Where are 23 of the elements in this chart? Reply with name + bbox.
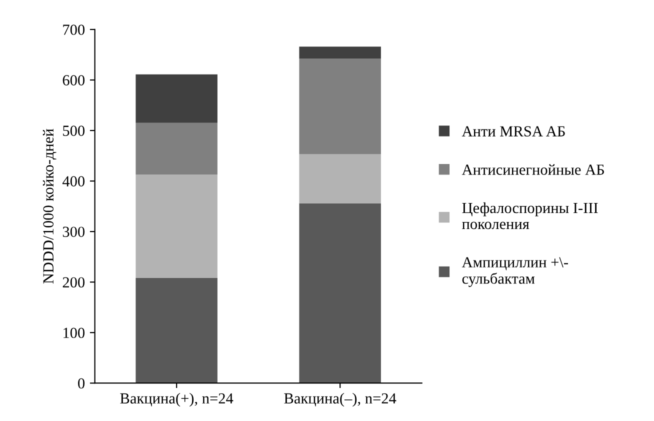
bar (299, 203, 381, 384)
legend-label: Антисинегнойные АБ (462, 164, 604, 175)
y-tick-label: 400 (62, 176, 85, 186)
y-tick-label: 600 (62, 75, 85, 86)
y-tick-label: 500 (63, 126, 85, 136)
x-tick-label: Вакцина(–), n=24 (284, 392, 396, 407)
bar (299, 46, 381, 59)
bar (136, 122, 218, 174)
x-tick-label: Вакцина(+), n=24 (120, 392, 234, 407)
legend-label: Ампициллин +\- сульбактам (462, 257, 568, 287)
bar (136, 74, 218, 123)
y-tick-label: 100 (64, 328, 85, 338)
bar (299, 58, 381, 154)
y-tick-label: 300 (62, 226, 85, 237)
y-tick-label: 0 (78, 378, 85, 389)
y-tick-label: 700 (63, 24, 85, 35)
bar (136, 174, 218, 278)
legend-label: Цефалоспорины I-III поколения (462, 202, 598, 230)
legend-label: Анти MRSA АБ (462, 126, 565, 136)
bar (299, 154, 381, 204)
bar (136, 278, 218, 384)
y-tick-label: 200 (62, 277, 85, 288)
y-axis-title: NDDD/1000 койко-дней (42, 128, 56, 284)
